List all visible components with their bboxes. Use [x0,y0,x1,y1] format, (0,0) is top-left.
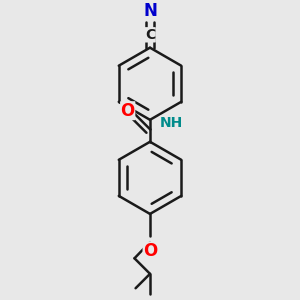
Text: O: O [121,102,135,120]
Text: NH: NH [160,116,183,130]
Text: O: O [143,242,157,260]
Text: C: C [145,28,155,42]
Text: N: N [143,2,157,20]
